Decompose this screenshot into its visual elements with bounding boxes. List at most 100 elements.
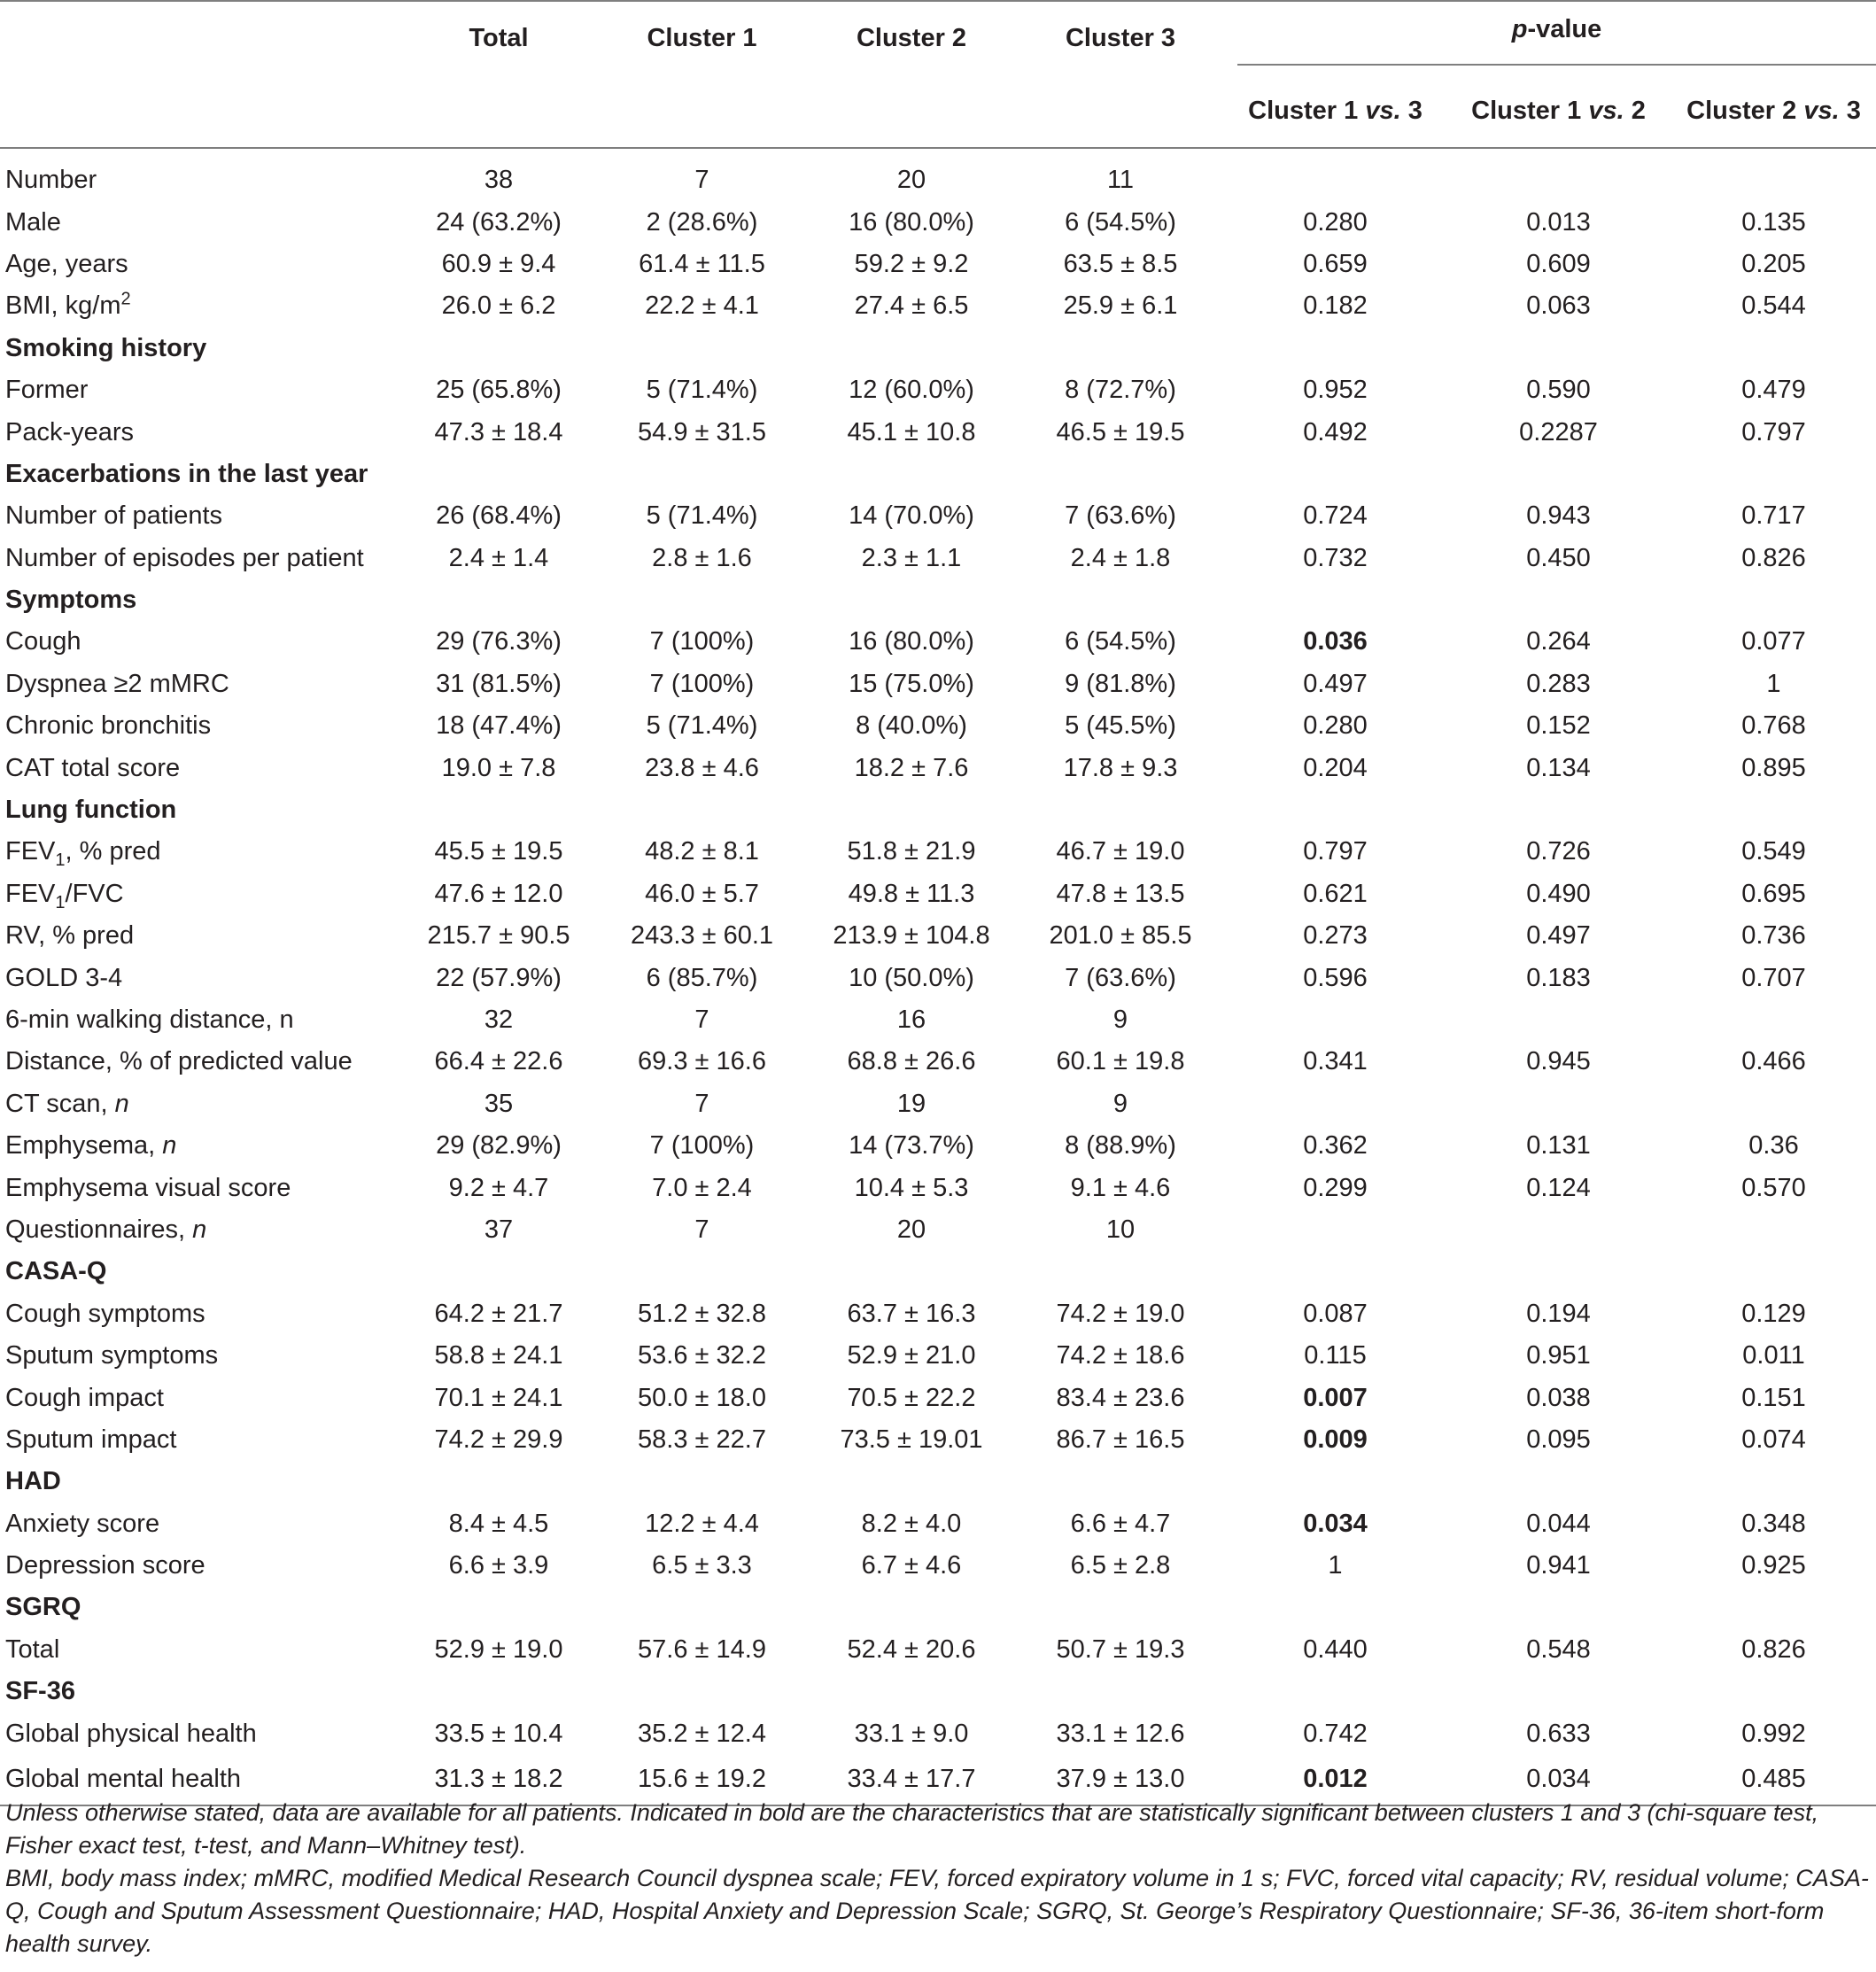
table-cell: [1225, 1671, 1446, 1712]
table-cell: 33.1 ± 9.0: [854, 1719, 969, 1748]
table-cell: 0.087: [1303, 1299, 1368, 1328]
table-cell: [1225, 148, 1446, 201]
table-cell: [1225, 579, 1446, 621]
table-cell: [400, 328, 597, 369]
table-cell: 0.943: [1526, 501, 1591, 531]
table-cell: 2.3 ± 1.1: [861, 543, 962, 572]
table-cell: [597, 1461, 807, 1502]
table-cell: 86.7 ± 16.5: [1056, 1425, 1185, 1454]
row-label: Pack-years: [5, 417, 135, 446]
table-cell: 0.183: [1526, 963, 1591, 992]
table-cell: 8 (88.9%): [1065, 1131, 1176, 1161]
table-cell: 0.131: [1526, 1131, 1591, 1161]
table-cell: 11: [1106, 166, 1135, 195]
table-cell: [597, 1587, 807, 1628]
table-cell: [807, 1461, 1016, 1502]
table-cell: 9 (81.8%): [1065, 669, 1176, 698]
header-row-1: Total Cluster 1 Cluster 2 Cluster 3 p-va…: [0, 0, 1876, 74]
table-cell: 46.0 ± 5.7: [645, 879, 759, 908]
table-cell: 0.797: [1741, 417, 1806, 446]
table-cell: 0.129: [1741, 1299, 1806, 1328]
section-label: Exacerbations in the last year: [5, 459, 368, 488]
table-cell: 0.724: [1303, 501, 1368, 531]
table-cell: 53.6 ± 32.2: [638, 1341, 766, 1370]
table-cell: 54.9 ± 31.5: [638, 417, 766, 446]
table-cell: 0.549: [1741, 837, 1806, 866]
table-cell: [1671, 1083, 1876, 1125]
table-cell: 31 (81.5%): [436, 669, 562, 698]
table-cell: [1225, 1461, 1446, 1502]
table-cell: 213.9 ± 104.8: [833, 921, 990, 951]
table-cell: 0.609: [1526, 249, 1591, 278]
table-cell: 26 (68.4%): [436, 501, 562, 531]
table-cell: 0.044: [1526, 1509, 1591, 1538]
table-cell: 73.5 ± 19.01: [840, 1425, 983, 1454]
row-label: Sputum impact: [5, 1425, 177, 1454]
table-cell: 0.194: [1526, 1299, 1591, 1328]
table-cell: 0.925: [1741, 1551, 1806, 1580]
table-cell: 83.4 ± 23.6: [1056, 1383, 1185, 1412]
table-cell: 0.590: [1526, 376, 1591, 405]
table-cell: 15.6 ± 19.2: [597, 1754, 807, 1806]
table-cell: 32: [484, 1005, 514, 1034]
table-cell: [1446, 328, 1671, 369]
table-cell: 0.362: [1303, 1131, 1368, 1161]
table-cell: 37: [484, 1215, 514, 1244]
table-cell: 8.4 ± 4.5: [448, 1509, 549, 1538]
table-row: Number of episodes per patient 2.4 ± 1.4 2…: [0, 538, 1876, 579]
table-cell: 0.497: [1526, 921, 1591, 951]
row-label: Former: [5, 376, 89, 405]
table-cell: 9: [1112, 1089, 1128, 1118]
table-cell: 9.1 ± 4.6: [1070, 1173, 1171, 1202]
table-cell: 5 (71.4%): [646, 711, 758, 741]
table-cell: [400, 1671, 597, 1712]
table-cell: [1016, 1251, 1225, 1293]
table-cell: 7: [694, 1089, 709, 1118]
table-cell: 10 (50.0%): [849, 963, 974, 992]
section-row: Lung function: [0, 789, 1876, 831]
table-cell: 0.036: [1303, 627, 1368, 656]
table-cell: [1225, 1209, 1446, 1251]
table-cell: 0.570: [1741, 1173, 1806, 1202]
table-cell: 201.0 ± 85.5: [1049, 921, 1192, 951]
table-cell: 0.063: [1526, 291, 1591, 321]
table-cell: 0.544: [1741, 291, 1806, 321]
table-cell: [597, 328, 807, 369]
table-cell: [1016, 1587, 1225, 1628]
table-cell: 0.013: [1526, 207, 1591, 237]
row-label: 6-min walking distance, n: [5, 1005, 294, 1034]
table-cell: 16: [896, 1005, 926, 1034]
table-row: Cough 29 (76.3%) 7 (100%) 16 (80.0%) 6 (54.5…: [0, 621, 1876, 663]
table-cell: 0.182: [1303, 291, 1368, 321]
header-cluster-2-vs-3: Cluster 2 vs. 3: [1671, 74, 1876, 149]
table-cell: 2.8 ± 1.6: [652, 543, 752, 572]
table-cell: 0.726: [1526, 837, 1591, 866]
row-label: Cough impact: [5, 1383, 164, 1412]
section-row: Symptoms: [0, 579, 1876, 621]
row-label: Male: [5, 207, 61, 237]
footnote-1: Unless otherwise stated, data are availa…: [5, 1799, 1819, 1859]
table-row: Male 24 (63.2%) 2 (28.6%) 16 (80.0%) 6 (54.5…: [0, 201, 1876, 243]
table-cell: 7: [694, 1215, 709, 1244]
table-cell: 35: [484, 1089, 514, 1118]
table-cell: 70.1 ± 24.1: [434, 1383, 563, 1412]
table-cell: [1671, 1461, 1876, 1502]
table-cell: 59.2 ± 9.2: [854, 249, 969, 278]
table-cell: 0.283: [1526, 669, 1591, 698]
table-cell: 46.7 ± 19.0: [1056, 837, 1185, 866]
section-label: Smoking history: [5, 333, 207, 362]
row-label: FEV1, % pred: [5, 837, 161, 871]
table-footnotes: Unless otherwise stated, data are availa…: [5, 1797, 1871, 1960]
table-cell: 14 (70.0%): [849, 501, 974, 531]
table-cell: 33.4 ± 17.7: [807, 1754, 1016, 1806]
table-cell: 45.1 ± 10.8: [847, 417, 976, 446]
table-cell: 6 (54.5%): [1065, 627, 1176, 656]
table-cell: 18 (47.4%): [436, 711, 562, 741]
table-cell: 6.6 ± 3.9: [448, 1551, 549, 1580]
table-cell: 0.273: [1303, 921, 1368, 951]
table-cell: 5 (71.4%): [646, 376, 758, 405]
table-cell: 7 (63.6%): [1065, 501, 1176, 531]
table-cell: 0.466: [1741, 1047, 1806, 1076]
row-label: Total: [5, 1634, 60, 1664]
table-cell: 0.952: [1303, 376, 1368, 405]
